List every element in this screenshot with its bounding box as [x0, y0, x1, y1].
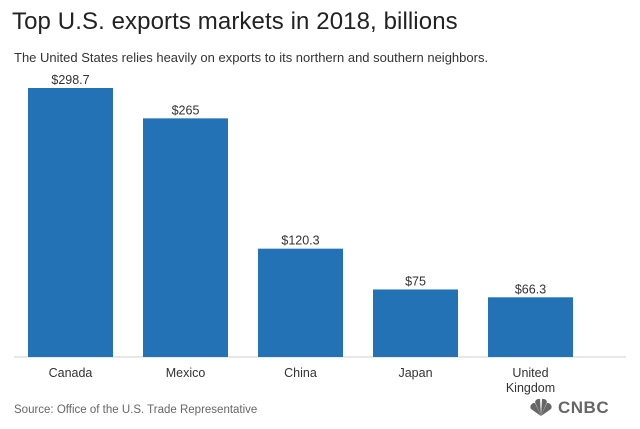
- chart-title: Top U.S. exports markets in 2018, billio…: [12, 8, 458, 35]
- category-label: Japan: [398, 366, 432, 380]
- value-label: $75: [405, 274, 426, 288]
- bar-chart: $298.7 Canada $265 Mexico $120.3 China $75 Japa…: [14, 73, 626, 395]
- value-label: $66.3: [515, 282, 546, 296]
- value-label: $298.7: [51, 73, 89, 87]
- bar-canada: [28, 88, 113, 357]
- peacock-icon: [530, 398, 552, 416]
- brand-name: CNBC: [558, 398, 610, 417]
- value-label: $265: [172, 103, 200, 117]
- category-label: Canada: [49, 366, 93, 380]
- bar-mexico: [143, 118, 228, 357]
- bar-united-kingdom: [488, 297, 573, 357]
- chart-subtitle: The United States relies heavily on expo…: [14, 50, 489, 65]
- cnbc-logo: CNBC: [528, 398, 609, 418]
- value-label: $120.3: [281, 234, 319, 248]
- category-label: China: [284, 366, 317, 380]
- category-label: United Kingdom: [506, 366, 555, 395]
- bar-china: [258, 248, 343, 357]
- source-note: Source: Office of the U.S. Trade Represe…: [14, 404, 258, 416]
- bar-japan: [373, 289, 458, 357]
- category-label: Mexico: [166, 366, 206, 380]
